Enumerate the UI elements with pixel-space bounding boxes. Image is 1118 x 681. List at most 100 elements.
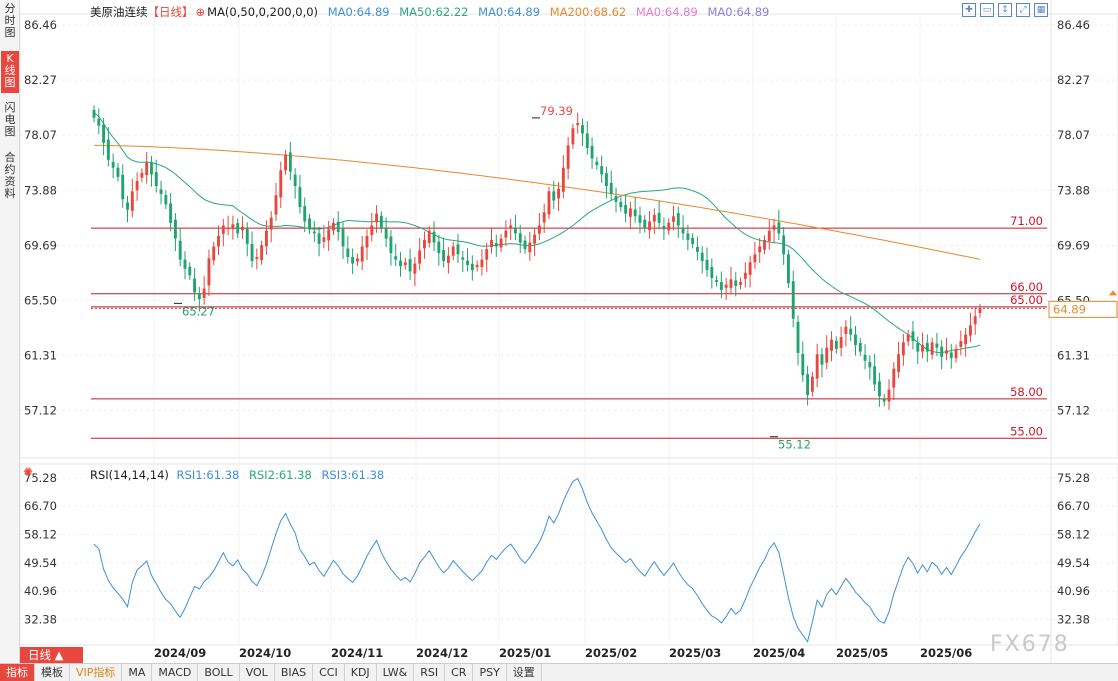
x-tick-label: 2025/03 <box>669 646 721 660</box>
candle-body <box>159 189 163 194</box>
candle-body <box>614 196 618 202</box>
tab-rsi[interactable]: RSI <box>414 664 446 681</box>
price-tick-label-left: 82.27 <box>24 73 57 87</box>
candle-body <box>830 339 833 351</box>
rsi-tick-label-left: 66.70 <box>24 499 57 513</box>
candle-body <box>801 353 805 376</box>
watermark-logo: FX678 <box>990 632 1070 657</box>
x-tick-label: 2024/09 <box>154 646 206 660</box>
price-chart[interactable]: 86.46 86.46 82.27 82.27 78.07 78.07 73.88 73.88… <box>20 0 1118 663</box>
zoom-out-icon[interactable]: ▭ <box>980 3 994 17</box>
candle-body <box>264 230 268 247</box>
candle-body <box>102 124 106 143</box>
fit-icon[interactable]: ↕ <box>998 3 1012 17</box>
candle-body <box>858 342 862 352</box>
tab-timeshare[interactable]: 分时图 <box>4 2 16 39</box>
rsi3-value: RSI3:61.38 <box>321 468 385 482</box>
tab-psy[interactable]: PSY <box>473 664 507 681</box>
tab-flash[interactable]: 闪电图 <box>4 101 16 138</box>
candle-body <box>873 366 877 385</box>
candle-body <box>413 263 417 274</box>
candle-body <box>834 340 838 349</box>
candle-body <box>269 217 273 230</box>
tab-lwr[interactable]: LW& <box>377 664 415 681</box>
candle-body <box>188 266 192 276</box>
tab-bias[interactable]: BIAS <box>275 664 314 681</box>
x-tick-label: 2024/10 <box>239 646 291 660</box>
candle-body <box>696 247 699 252</box>
tab-vip-indicator[interactable]: VIP指标 <box>70 664 123 681</box>
settings-icon[interactable]: ⊕ <box>195 5 206 19</box>
price-tick-label-right: 73.88 <box>1057 183 1090 197</box>
candle-body <box>370 225 374 235</box>
tab-vol[interactable]: VOL <box>240 664 275 681</box>
candle-body <box>901 342 905 356</box>
price-tick-label-left: 73.88 <box>24 183 57 197</box>
restore-icon[interactable]: ⤢ <box>1016 3 1030 17</box>
candle-body <box>820 354 824 365</box>
candle-body <box>734 280 738 286</box>
tab-indicator[interactable]: 指标 <box>0 664 35 681</box>
candle-body <box>619 201 623 208</box>
candle-body <box>652 214 656 222</box>
rsi-line <box>93 477 981 643</box>
candle-body <box>470 263 474 271</box>
price-tick-label-left: 86.46 <box>24 18 57 32</box>
period-label: 【日线】 <box>147 5 194 19</box>
candle-body <box>935 343 939 348</box>
candle-body <box>389 236 393 254</box>
rsi-tick-label-left: 58.12 <box>24 527 57 541</box>
tab-cr[interactable]: CR <box>445 664 474 681</box>
rsi-tick-label-left: 49.54 <box>24 556 57 570</box>
chart-area[interactable]: 86.46 86.46 82.27 82.27 78.07 78.07 73.88 73.88… <box>20 0 1118 663</box>
candle-body <box>427 230 431 244</box>
rsi-legend: RSI(14,14,14) RSI1:61.38 RSI2:61.38 RSI3… <box>90 468 390 482</box>
tab-ma[interactable]: MA <box>122 664 153 681</box>
tab-macd[interactable]: MACD <box>152 664 199 681</box>
grid-icon[interactable]: ▦ <box>1034 3 1048 17</box>
rsi-tick-label-right: 58.12 <box>1057 527 1090 541</box>
rsi1-value: RSI1:61.38 <box>176 468 240 482</box>
rsi-tick-label-left: 75.28 <box>24 471 57 485</box>
candle-body <box>236 223 240 234</box>
candle-body <box>921 345 924 352</box>
candle-body <box>154 172 158 187</box>
tab-template[interactable]: 模板 <box>35 664 70 681</box>
candle-body <box>638 215 642 223</box>
candle-body <box>882 398 886 402</box>
tab-kline[interactable]: K线图 <box>1 51 19 93</box>
candle-body <box>351 257 355 264</box>
candle-body <box>322 237 326 242</box>
tab-settings[interactable]: 设置 <box>507 664 542 681</box>
price-marker-icon <box>1109 290 1117 296</box>
candle-body <box>298 187 302 208</box>
indicator-settings-icon[interactable]: ✺ <box>23 465 34 479</box>
rsi-tick-label-right: 32.38 <box>1057 612 1090 626</box>
candle-body <box>605 173 608 187</box>
candle-body <box>303 206 307 222</box>
x-tick-label: 2025/04 <box>753 646 805 660</box>
candle-body <box>748 262 752 275</box>
candle-body <box>547 191 551 215</box>
candle-body <box>226 228 230 230</box>
rsi-tick-label-right: 40.96 <box>1057 584 1090 598</box>
candle-body <box>312 231 316 234</box>
x-tick-label: 2024/12 <box>416 646 468 660</box>
candle-body <box>394 256 398 260</box>
period-selector[interactable]: 日线 ▲ <box>20 647 83 663</box>
candle-body <box>360 246 364 262</box>
candle-body <box>408 259 412 272</box>
tab-kdj[interactable]: KDJ <box>345 664 377 681</box>
candle-body <box>126 202 129 210</box>
candle-body <box>700 252 704 261</box>
candle-body <box>897 354 901 372</box>
zoom-in-icon[interactable]: ✚ <box>962 3 976 17</box>
tab-cci[interactable]: CCI <box>313 664 345 681</box>
price-tick-label-left: 69.69 <box>24 238 57 252</box>
candle-body <box>423 239 426 249</box>
rsi-params: RSI(14,14,14) <box>90 468 169 482</box>
tab-contract-info[interactable]: 合约资料 <box>4 151 16 200</box>
candle-body <box>494 243 498 247</box>
tab-boll[interactable]: BOLL <box>198 664 240 681</box>
price-panel-frame <box>20 13 1118 459</box>
